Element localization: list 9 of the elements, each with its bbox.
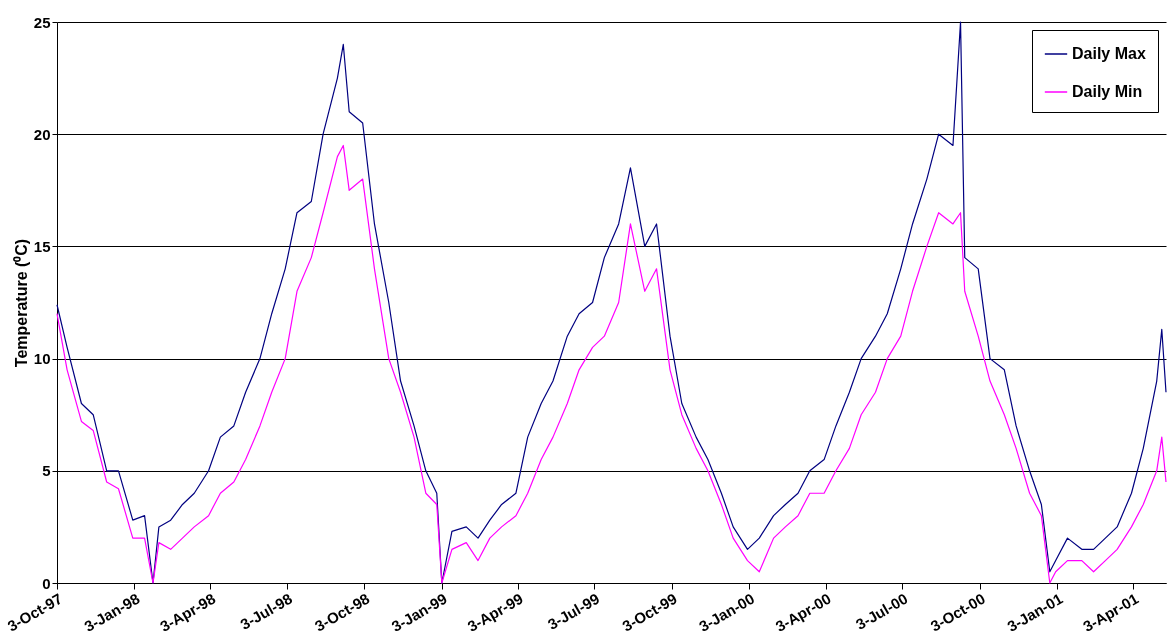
y-tick-label: 15 bbox=[33, 237, 51, 255]
y-tick-label: 25 bbox=[33, 13, 51, 31]
y-tick-label: 10 bbox=[33, 350, 51, 368]
y-tick-label: 20 bbox=[33, 125, 51, 143]
y-axis-title: Temperature (⁰C) bbox=[12, 238, 30, 368]
legend-label: Daily Max bbox=[1072, 45, 1146, 62]
y-tick-label: 0 bbox=[42, 574, 51, 592]
y-tick-label: 5 bbox=[42, 462, 51, 480]
legend-label: Daily Min bbox=[1072, 83, 1143, 100]
